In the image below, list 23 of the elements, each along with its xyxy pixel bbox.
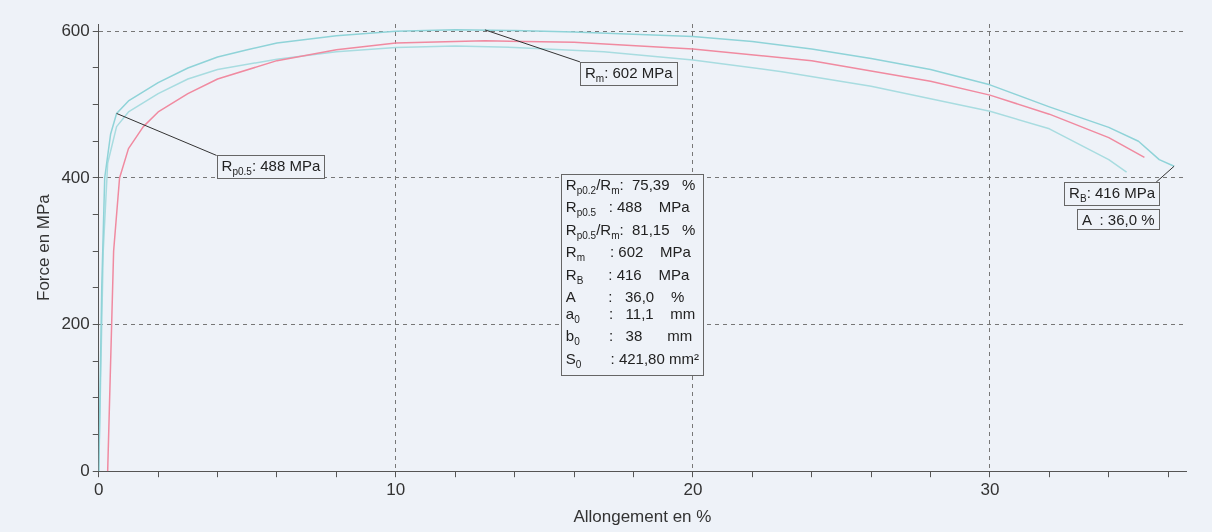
y-axis-title: Force en MPa (33, 193, 53, 301)
y-tick-label: 200 (61, 314, 90, 334)
y-tick-label: 400 (61, 167, 90, 187)
text: a$_{0}$ : 11,1 mm (565, 304, 696, 325)
annotation: R$_{p0.2}$/R$_{m}$: 75,39 % (565, 175, 697, 198)
text: S$_{0}$ : 421,80 mm² (565, 349, 699, 370)
text: R$_{B}$ : 416 MPa (565, 265, 690, 286)
annotation: A : 36,0 % (565, 288, 686, 306)
x-tick-label: 20 (683, 480, 703, 500)
annotation: A : 36,0 % (1077, 209, 1160, 231)
annotation: R$_{m}$: 602 MPa (579, 61, 678, 86)
text: b$_{0}$ : 38 mm (565, 327, 693, 348)
annotation: R$_{p0.5}$: 488 MPa (216, 155, 326, 180)
text: R$_{p0.5}$ : 488 MPa (565, 198, 690, 219)
x-tick-label: 30 (980, 480, 1000, 500)
y-tick-label: 0 (80, 460, 90, 480)
x-axis-title: Allongement en % (573, 507, 712, 527)
y-tick-label: 600 (61, 21, 90, 41)
annotation: R$_{p0.5}$/R$_{m}$: 81,15 % (565, 220, 697, 243)
x-tick-label: 10 (386, 480, 406, 500)
text: R$_{m}$ : 602 MPa (565, 243, 691, 264)
annotation: R$_{B}$: 416 MPa (1064, 182, 1160, 207)
x-tick-label: 0 (94, 480, 104, 500)
